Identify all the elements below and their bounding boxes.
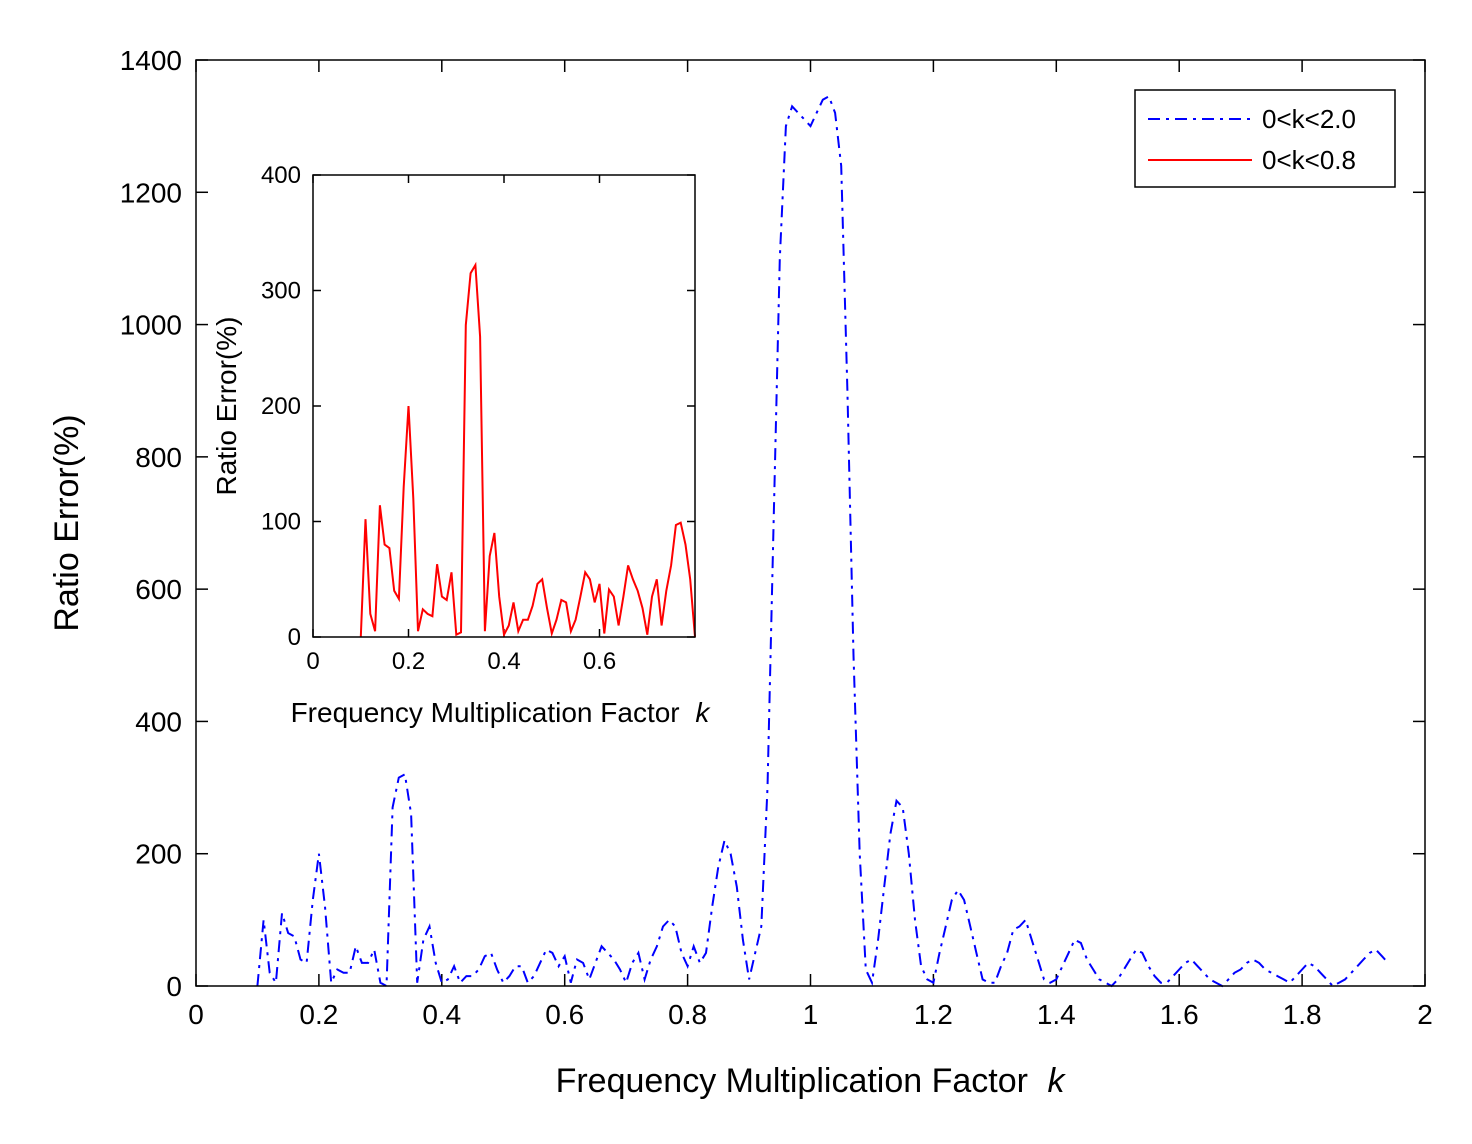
- main-y-tick-label: 1200: [120, 177, 182, 208]
- legend-box: [1134, 89, 1396, 188]
- inset-y-tick-label: 300: [261, 278, 301, 305]
- main-x-tick-label: 0.4: [422, 999, 461, 1030]
- main-y-tick-label: 1400: [120, 45, 182, 76]
- inset-y-tick-label: 200: [261, 393, 301, 420]
- main-x-axis-label: Frequency Multiplication Factor: [556, 1062, 1028, 1100]
- main-x-tick-label: 1.8: [1283, 999, 1322, 1030]
- inset-axes: 0 0.2 0.4 0.6 0 100 200 300 400 Ratio Error(%) F…: [211, 162, 711, 728]
- main-y-tick-label: 200: [135, 839, 182, 870]
- inset-y-axis-label: Ratio Error(%): [211, 317, 242, 496]
- legend-label-0k08: 0<k<0.8: [1262, 145, 1356, 175]
- inset-y-tick-label: 400: [261, 162, 301, 189]
- main-y-tick-label: 800: [135, 442, 182, 473]
- main-x-tick-label: 0.8: [668, 999, 707, 1030]
- main-y-tick-label: 1000: [120, 310, 182, 341]
- main-x-axis-title: Frequency Multiplication Factor k: [556, 1062, 1067, 1100]
- main-x-tick-label: 1.4: [1037, 999, 1076, 1030]
- inset-x-axis-title: Frequency Multiplication Factor k: [291, 697, 712, 728]
- main-y-tick-label: 400: [135, 706, 182, 737]
- inset-x-tick-label: 0: [306, 648, 319, 675]
- series-line-main-0k2: [256, 94, 1389, 988]
- inset-x-tick-label: 0.2: [392, 648, 425, 675]
- inset-x-tick-label: 0.6: [583, 648, 616, 675]
- inset-x-axis-variable: k: [695, 697, 711, 728]
- inset-y-tick-label: 0: [288, 624, 301, 651]
- legend-label-0k2: 0<k<2.0: [1262, 104, 1356, 134]
- inset-tick-labels: 0 0.2 0.4 0.6 0 100 200 300 400: [261, 162, 616, 675]
- main-y-axis-label: Ratio Error(%): [48, 414, 86, 631]
- main-y-tick-label: 600: [135, 574, 182, 605]
- main-y-tick-label: 0: [166, 971, 182, 1002]
- main-tick-labels: 0 0.2 0.4 0.6 0.8 1 1.2 1.4 1.6 1.8 2 0 200 400 600 800…: [120, 45, 1433, 1030]
- inset-y-tick-label: 100: [261, 509, 301, 536]
- main-x-tick-label: 0: [188, 999, 204, 1030]
- main-x-tick-label: 2: [1417, 999, 1433, 1030]
- main-x-tick-label: 1.6: [1160, 999, 1199, 1030]
- main-x-tick-label: 1: [803, 999, 819, 1030]
- main-x-axis-variable: k: [1047, 1062, 1066, 1100]
- legend: 0<k<2.0 0<k<0.8: [1134, 89, 1396, 188]
- inset-background: [313, 175, 695, 637]
- main-x-tick-label: 1.2: [914, 999, 953, 1030]
- main-x-tick-label: 0.2: [299, 999, 338, 1030]
- inset-x-axis-label: Frequency Multiplication Factor: [291, 697, 680, 728]
- main-axes: 0 0.2 0.4 0.6 0.8 1 1.2 1.4 1.6 1.8 2 0 200 400 600 800…: [48, 45, 1433, 1100]
- main-x-tick-label: 0.6: [545, 999, 584, 1030]
- series-line-inset-0k08: [359, 261, 696, 638]
- main-plot-frame: [195, 59, 1426, 987]
- inset-x-tick-label: 0.4: [487, 648, 520, 675]
- inset-plot-frame: [312, 174, 696, 638]
